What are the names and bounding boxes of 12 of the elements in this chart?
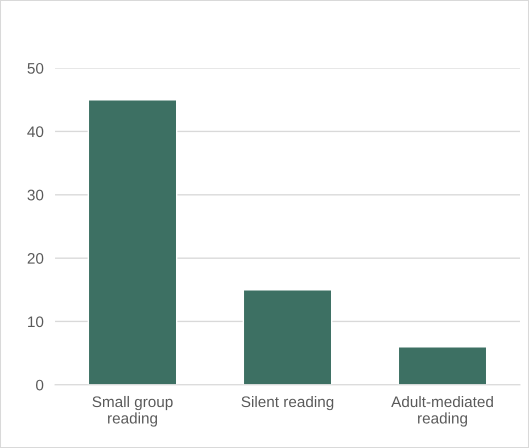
y-tick-label: 0 bbox=[36, 380, 44, 391]
y-tick-label: 40 bbox=[27, 126, 44, 138]
bar bbox=[242, 289, 332, 385]
y-tick-label: 50 bbox=[28, 62, 44, 74]
x-tick-label: Adult-mediated reading bbox=[391, 396, 493, 427]
bar bbox=[398, 346, 488, 385]
y-tick-label: 30 bbox=[27, 190, 44, 200]
x-tick-label: Silent reading bbox=[241, 396, 334, 410]
y-tick-label: 10 bbox=[28, 316, 44, 328]
y-tick-label: 20 bbox=[28, 253, 44, 264]
x-tick-label: Small group reading bbox=[92, 396, 173, 427]
bar bbox=[88, 99, 178, 385]
